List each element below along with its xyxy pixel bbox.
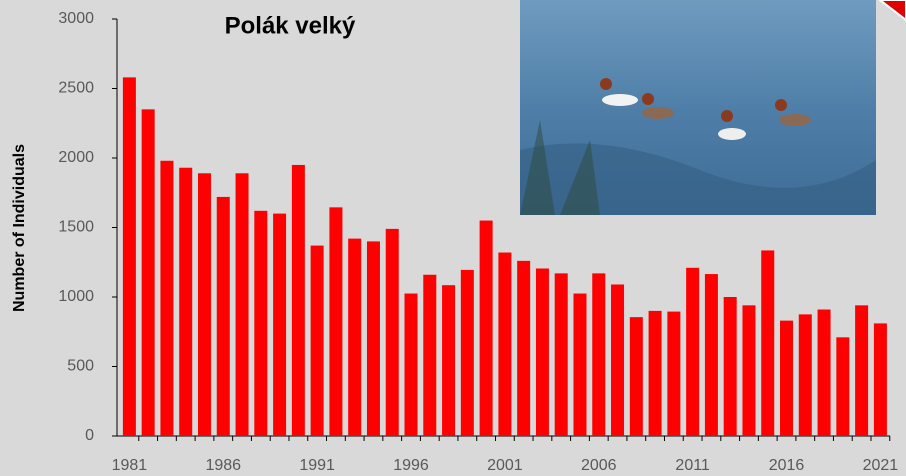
y-tick-label: 3000 [58, 10, 94, 27]
bar [329, 207, 342, 436]
bar [367, 241, 380, 436]
bar [348, 239, 361, 436]
x-tick-label: 1991 [299, 457, 335, 474]
bar [273, 214, 286, 436]
x-tick-label: 2021 [863, 457, 899, 474]
y-tick-label: 0 [85, 427, 94, 444]
bar [217, 197, 230, 436]
x-tick-label: 2001 [487, 457, 523, 474]
bar [254, 211, 267, 436]
bar [592, 273, 605, 436]
bar [461, 270, 474, 436]
bar [742, 305, 755, 436]
y-tick-label: 500 [67, 358, 94, 375]
bar [123, 77, 136, 436]
bar [555, 273, 568, 436]
bar [179, 168, 192, 436]
bar [386, 229, 399, 436]
bar [160, 161, 173, 436]
bar [686, 268, 699, 436]
photo [520, 0, 876, 215]
bar [536, 269, 549, 436]
bar [236, 173, 249, 436]
y-tick-label: 1500 [58, 219, 94, 236]
chart-title: Polák velký [225, 12, 356, 39]
bar [780, 321, 793, 436]
bar [724, 297, 737, 436]
bar [517, 261, 530, 436]
bar [761, 250, 774, 436]
chart: Polák velký Number of Individuals 0 500 10… [0, 0, 906, 476]
bar [818, 310, 831, 436]
bar [198, 173, 211, 436]
bar [498, 253, 511, 436]
bar [649, 311, 662, 436]
bar [480, 221, 493, 436]
bar [705, 274, 718, 436]
y-tick-label: 2000 [58, 149, 94, 166]
x-tick-label: 1981 [112, 457, 148, 474]
bar [611, 284, 624, 436]
x-tick-label: 2016 [769, 457, 805, 474]
bar [667, 312, 680, 436]
bar [799, 314, 812, 436]
bar [573, 294, 586, 436]
bar [630, 317, 643, 436]
x-tick-label: 2006 [581, 457, 617, 474]
y-tick-label: 1000 [58, 288, 94, 305]
bar [311, 246, 324, 436]
bar [874, 323, 887, 436]
bar [855, 305, 868, 436]
x-tick-label: 1996 [393, 457, 429, 474]
bar [142, 109, 155, 436]
y-axis-label: Number of Individuals [11, 144, 28, 312]
bar [292, 165, 305, 436]
y-tick-label: 2500 [58, 80, 94, 97]
bar [423, 275, 436, 436]
x-tick-label: 1986 [205, 457, 241, 474]
x-tick-label: 2011 [675, 457, 710, 474]
bar [405, 294, 418, 436]
bar [442, 285, 455, 436]
bar [836, 337, 849, 436]
